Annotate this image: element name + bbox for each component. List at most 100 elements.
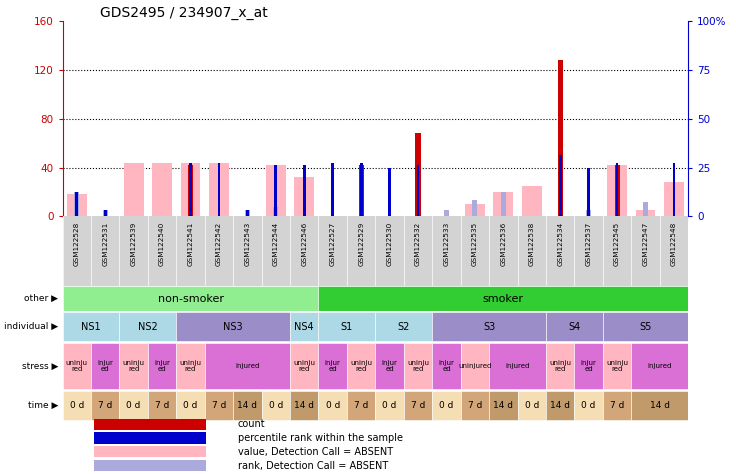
Bar xyxy=(319,391,347,420)
Bar xyxy=(319,312,375,341)
Text: 0 d: 0 d xyxy=(269,401,283,410)
Bar xyxy=(233,391,261,420)
Bar xyxy=(643,201,648,216)
Text: S4: S4 xyxy=(568,321,581,331)
Bar xyxy=(148,391,177,420)
Bar xyxy=(104,210,107,216)
Bar xyxy=(631,391,688,420)
Bar xyxy=(63,343,91,390)
Bar xyxy=(607,165,627,216)
Text: 0 d: 0 d xyxy=(525,401,539,410)
Bar xyxy=(473,201,478,216)
Text: uninjured: uninjured xyxy=(459,363,492,369)
Text: uninju
red: uninju red xyxy=(66,360,88,372)
Bar xyxy=(615,165,620,216)
Bar xyxy=(358,165,364,216)
Text: GSM122532: GSM122532 xyxy=(415,222,421,266)
Bar xyxy=(432,312,546,341)
Bar xyxy=(74,192,79,216)
Bar xyxy=(347,343,375,390)
Text: 7 d: 7 d xyxy=(467,401,482,410)
Text: GSM122530: GSM122530 xyxy=(386,222,392,266)
Bar xyxy=(177,312,290,341)
Text: injur
ed: injur ed xyxy=(325,360,341,372)
Bar xyxy=(500,192,506,216)
Bar xyxy=(522,186,542,216)
Text: NS1: NS1 xyxy=(81,321,101,331)
Text: S5: S5 xyxy=(640,321,651,331)
Text: uninju
red: uninju red xyxy=(350,360,372,372)
Bar xyxy=(177,391,205,420)
Bar xyxy=(63,286,319,311)
Text: 14 d: 14 d xyxy=(650,401,670,410)
Bar xyxy=(664,182,684,216)
Bar xyxy=(603,391,631,420)
Bar xyxy=(517,391,546,420)
Bar xyxy=(290,343,319,390)
Text: value, Detection Call = ABSENT: value, Detection Call = ABSENT xyxy=(238,447,393,457)
Bar xyxy=(636,210,656,216)
Text: injur
ed: injur ed xyxy=(382,360,397,372)
Text: 7 d: 7 d xyxy=(354,401,368,410)
Text: NS3: NS3 xyxy=(223,321,243,331)
Bar xyxy=(444,210,449,216)
Bar xyxy=(189,163,192,216)
Bar xyxy=(375,343,404,390)
Bar xyxy=(489,343,546,390)
Bar xyxy=(94,419,206,430)
Bar xyxy=(91,343,119,390)
Bar xyxy=(574,343,603,390)
Text: percentile rank within the sample: percentile rank within the sample xyxy=(238,433,403,443)
Text: GSM122548: GSM122548 xyxy=(671,222,677,266)
Bar xyxy=(546,312,603,341)
Text: S1: S1 xyxy=(341,321,353,331)
Bar xyxy=(461,391,489,420)
Bar xyxy=(94,432,206,444)
Bar xyxy=(417,165,420,216)
Text: injur
ed: injur ed xyxy=(439,360,454,372)
Bar xyxy=(461,343,489,390)
Text: injured: injured xyxy=(506,363,530,369)
Text: 0 d: 0 d xyxy=(581,401,596,410)
Bar xyxy=(574,391,603,420)
Bar xyxy=(266,165,286,216)
Text: injur
ed: injur ed xyxy=(97,360,113,372)
Text: 14 d: 14 d xyxy=(551,401,570,410)
Bar xyxy=(94,460,206,471)
Text: 0 d: 0 d xyxy=(325,401,340,410)
Text: uninju
red: uninju red xyxy=(123,360,145,372)
Bar xyxy=(290,391,319,420)
Text: GDS2495 / 234907_x_at: GDS2495 / 234907_x_at xyxy=(100,6,268,20)
Bar xyxy=(319,286,688,311)
Bar xyxy=(587,168,590,216)
Text: 7 d: 7 d xyxy=(212,401,226,410)
Bar xyxy=(119,312,177,341)
Bar xyxy=(631,343,688,390)
Bar xyxy=(404,343,432,390)
Text: 14 d: 14 d xyxy=(238,401,258,410)
Bar xyxy=(218,163,220,216)
Text: rank, Detection Call = ABSENT: rank, Detection Call = ABSENT xyxy=(238,461,388,471)
Text: 14 d: 14 d xyxy=(493,401,513,410)
Bar xyxy=(404,391,432,420)
Bar xyxy=(209,163,229,216)
Text: uninju
red: uninju red xyxy=(606,360,628,372)
Bar xyxy=(188,165,193,216)
Bar xyxy=(119,343,148,390)
Text: uninju
red: uninju red xyxy=(549,360,571,372)
Text: other ▶: other ▶ xyxy=(24,294,58,303)
Bar xyxy=(124,163,144,216)
Bar xyxy=(261,391,290,420)
Text: individual ▶: individual ▶ xyxy=(4,322,58,331)
Bar xyxy=(152,163,172,216)
Text: 14 d: 14 d xyxy=(294,401,314,410)
Bar xyxy=(586,210,591,216)
Text: count: count xyxy=(238,419,266,429)
Bar xyxy=(205,343,290,390)
Bar xyxy=(331,163,334,216)
Bar xyxy=(245,210,250,216)
Text: injured: injured xyxy=(236,363,260,369)
Bar xyxy=(319,343,347,390)
Text: S2: S2 xyxy=(397,321,410,331)
Text: 0 d: 0 d xyxy=(70,401,84,410)
